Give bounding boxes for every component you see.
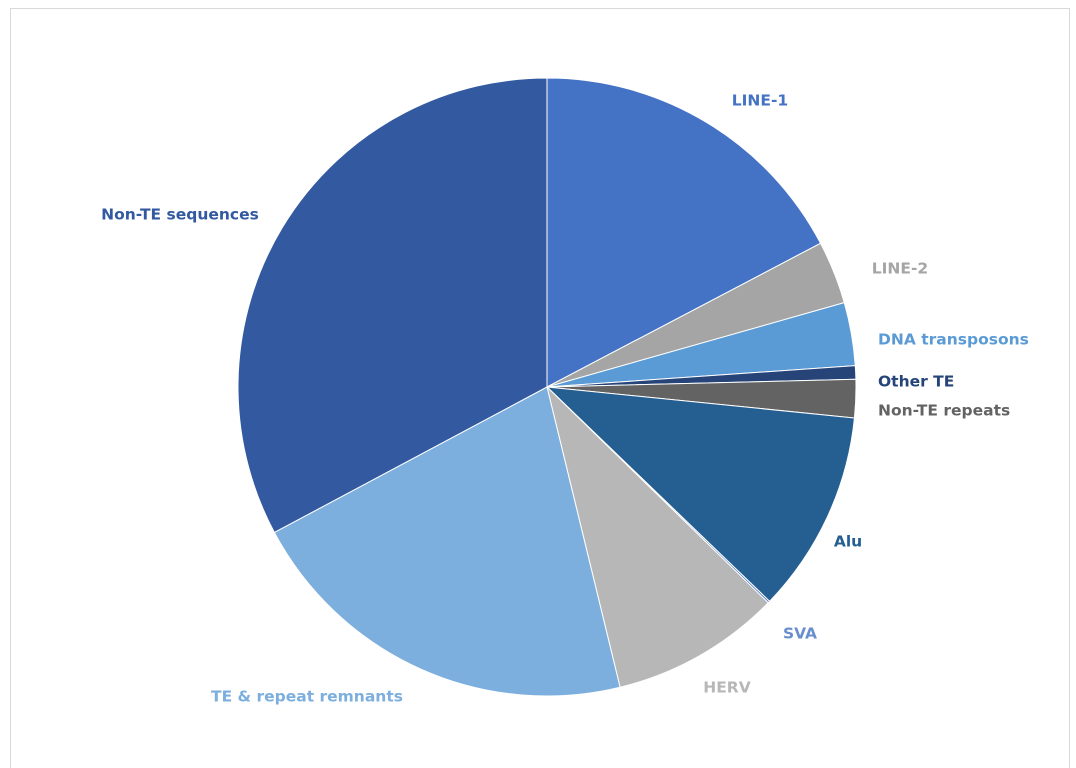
pie-slice-non-te-sequences	[237, 77, 548, 534]
pie-slice-line-1	[546, 77, 822, 388]
slice-label-dna-transposons: DNA transposons	[878, 331, 1029, 349]
slice-label-herv: HERV	[703, 679, 751, 697]
pie-slice-te-repeat-remnants	[273, 386, 621, 697]
slice-label-line-2: LINE-2	[872, 260, 928, 278]
chart-frame	[10, 8, 1070, 768]
slice-label-other-te: Other TE	[878, 373, 954, 391]
slice-label-te-repeat-remnants: TE & repeat remnants	[211, 688, 403, 706]
slice-label-line-1: LINE-1	[732, 92, 788, 110]
pie-slice-alu	[545, 386, 855, 603]
slice-label-alu: Alu	[834, 533, 862, 551]
slice-label-non-te-repeats: Non-TE repeats	[878, 402, 1010, 420]
slice-label-non-te-sequences: Non-TE sequences	[101, 206, 259, 224]
slice-label-sva: SVA	[783, 625, 817, 643]
